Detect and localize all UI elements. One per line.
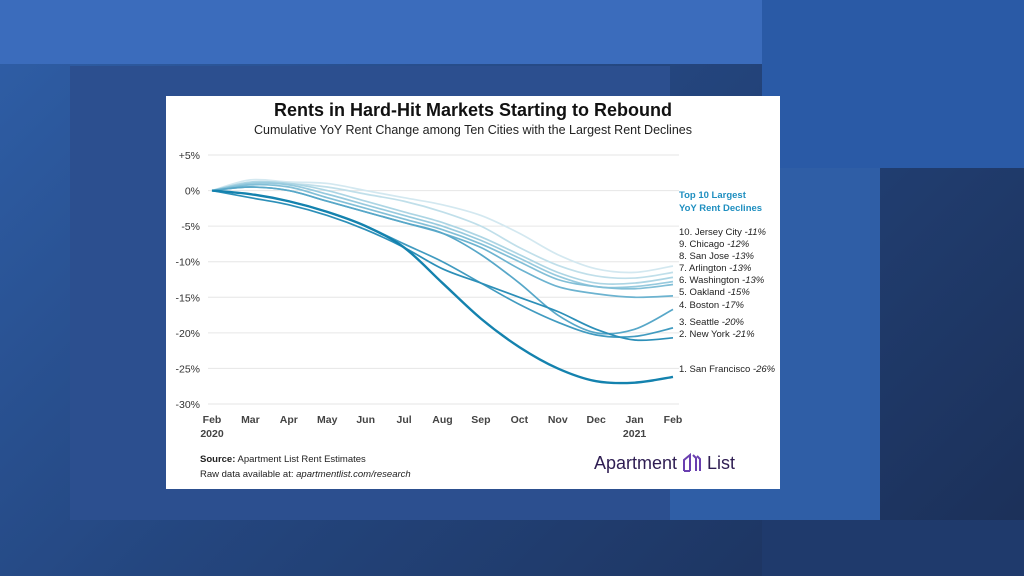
legend-value: -12% bbox=[727, 239, 750, 250]
source-label: Source: bbox=[200, 454, 236, 465]
x-year-label: 2021 bbox=[623, 428, 647, 440]
legend-title: Top 10 Largest bbox=[679, 190, 747, 201]
series-line-san-francisco bbox=[211, 189, 674, 385]
chart-title: Rents in Hard-Hit Markets Starting to Re… bbox=[273, 100, 673, 120]
legend-value: -17% bbox=[722, 300, 745, 311]
y-tick-label: -10% bbox=[175, 257, 200, 269]
series-line-washington bbox=[211, 183, 674, 290]
legend-label: 2. New York -21% bbox=[679, 329, 755, 340]
legend-value: -13% bbox=[732, 251, 755, 262]
x-tick-label: Aug bbox=[432, 414, 452, 426]
legend-label: 9. Chicago -12% bbox=[679, 239, 750, 250]
x-tick-label: Dec bbox=[587, 414, 606, 426]
series-line-jersey-city bbox=[211, 178, 674, 274]
legend-value: -15% bbox=[728, 287, 751, 298]
legend-label: 7. Arlington -13% bbox=[679, 263, 752, 274]
series-line-new-york bbox=[211, 189, 674, 342]
raw-data-text: Raw data available at: bbox=[200, 469, 297, 480]
background-panel bbox=[0, 0, 762, 64]
legend-label: 1. San Francisco -26% bbox=[679, 364, 776, 375]
x-tick-label: Nov bbox=[548, 414, 568, 426]
x-tick-label: May bbox=[317, 414, 338, 426]
logo-text-left: Apartment bbox=[594, 452, 678, 473]
y-tick-label: -25% bbox=[175, 363, 200, 375]
legend-value: -11% bbox=[744, 227, 766, 238]
x-tick-label: Mar bbox=[241, 414, 260, 426]
line-chart: +5%0%-5%-10%-15%-20%-25%-30%Feb Mar Apr May… bbox=[175, 150, 776, 440]
y-tick-label: -5% bbox=[181, 221, 200, 233]
apartment-list-logo: Apartment List bbox=[594, 452, 735, 474]
legend-value: -13% bbox=[742, 275, 765, 286]
legend-title: YoY Rent Declines bbox=[679, 203, 762, 214]
y-tick-label: -15% bbox=[175, 292, 200, 304]
x-tick-label: Oct bbox=[511, 414, 529, 426]
legend-value: -21% bbox=[732, 329, 755, 340]
chart-subtitle: Cumulative YoY Rent Change among Ten Cit… bbox=[254, 123, 692, 137]
x-tick-label: Apr bbox=[280, 414, 298, 426]
background-panel bbox=[762, 520, 1024, 576]
x-tick-label: Jun bbox=[356, 414, 375, 426]
chart-card: Rents in Hard-Hit Markets Starting to Re… bbox=[166, 96, 780, 489]
y-tick-label: +5% bbox=[179, 150, 200, 162]
legend-value: -26% bbox=[753, 364, 776, 375]
x-year-label: 2020 bbox=[200, 428, 224, 440]
x-tick-label: Feb bbox=[664, 414, 683, 426]
logo-text-right: List bbox=[707, 452, 736, 473]
source-text: Apartment List Rent Estimates bbox=[237, 454, 366, 465]
legend-label: 8. San Jose -13% bbox=[679, 251, 755, 262]
background-panel bbox=[762, 0, 1024, 168]
legend-label: 3. Seattle -20% bbox=[679, 317, 745, 328]
x-tick-label: Jan bbox=[626, 414, 644, 426]
legend-label: 10. Jersey City -11% bbox=[679, 227, 766, 238]
source-note: Source: Apartment List Rent Estimates Ra… bbox=[200, 452, 411, 482]
series-line-san-jose bbox=[211, 180, 674, 285]
legend-label: 4. Boston -17% bbox=[679, 300, 745, 311]
y-tick-label: -30% bbox=[175, 399, 200, 411]
legend-value: -20% bbox=[722, 317, 745, 328]
series-line-boston bbox=[211, 186, 674, 335]
x-tick-label: Jul bbox=[396, 414, 411, 426]
y-tick-label: 0% bbox=[185, 186, 200, 198]
raw-data-link[interactable]: apartmentlist.com/research bbox=[296, 469, 411, 480]
y-tick-label: -20% bbox=[175, 328, 200, 340]
legend-label: 6. Washington -13% bbox=[679, 275, 765, 286]
legend-value: -13% bbox=[729, 263, 752, 274]
logo-icon bbox=[683, 452, 702, 472]
legend-label: 5. Oakland -15% bbox=[679, 287, 750, 298]
x-tick-label: Feb bbox=[203, 414, 222, 426]
x-tick-label: Sep bbox=[471, 414, 490, 426]
